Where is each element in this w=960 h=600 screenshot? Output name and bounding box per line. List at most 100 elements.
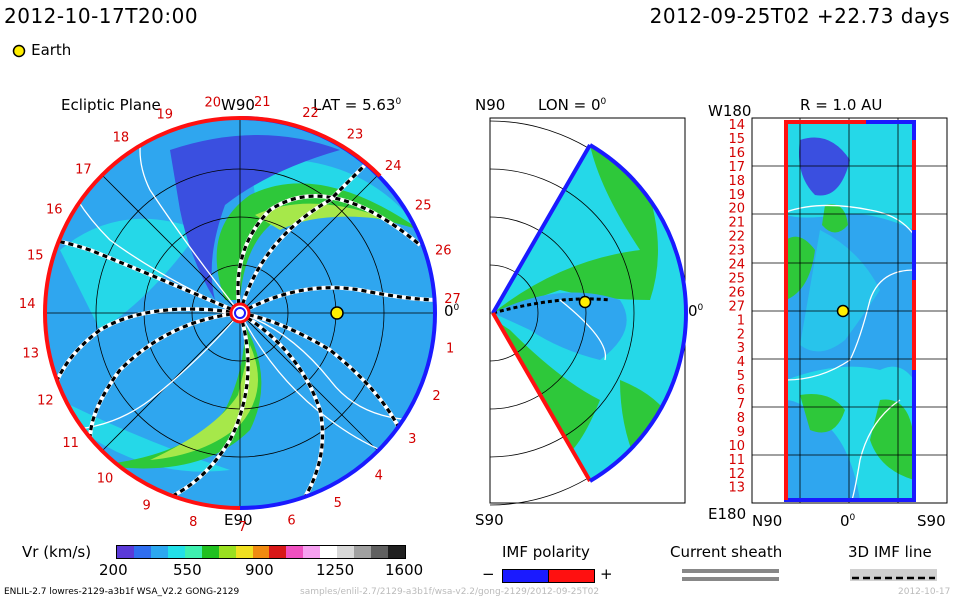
fast-wind-core [255,203,390,230]
carrington-label: 18 [113,130,130,145]
dashed-line-icon [852,576,935,580]
colorbar-segment [371,546,388,558]
meridional-zero-text: 0 [688,302,698,320]
lat-degree: 0 [395,97,402,107]
sphere-row-label: 12 [728,467,745,482]
cyan-region [60,218,200,330]
colorbar-segment [320,546,338,558]
carrington-label: 4 [375,469,383,484]
lon-degree: 0 [600,97,607,107]
sphere-row-label: 2 [737,327,745,342]
sphere-row-label: 14 [728,118,745,133]
colorbar-segment [337,546,355,558]
earth-marker-icon [12,44,26,57]
footer-run: ENLIL-2.7 lowres-2129-a3b1f WSA_V2.2 GON… [4,587,240,597]
carrington-label: 5 [334,496,342,511]
colorbar-label: Vr (km/s) [22,543,92,561]
sphere-row-label: 23 [728,244,745,259]
colorbar-tick-1600: 1600 [385,561,424,579]
earth-marker-ecliptic [330,306,344,320]
carrington-label: 10 [97,472,114,487]
wedge-edge-south [491,311,592,483]
polarity-ring-positive [239,115,382,178]
current-sheath-swatch [682,577,779,581]
ecliptic-zero-text: 0 [444,302,454,320]
carrington-label: 25 [415,198,432,213]
carrington-label: 17 [75,163,92,178]
sphere-row-label: 13 [728,481,745,496]
current-sheath-swatch [682,569,779,573]
imf-field-line [851,399,901,501]
sphere-r-label: R = 1.0 AU [800,96,883,114]
colorbar-segment [117,546,134,558]
colorbar-segment [235,546,253,558]
fast-wind-region [493,145,658,313]
carrington-label: 22 [302,106,319,121]
wedge-outer-edge [588,143,688,483]
fast-wind-region [800,394,845,433]
sphere-row-label: 7 [737,397,745,412]
sphere-row-label: 21 [728,216,745,231]
sphere-bottom-zero-label: 00 [840,512,855,530]
datetime-title: 2012-10-17T20:00 [4,4,199,28]
earth-marker-meridional [578,295,592,309]
footer-path: samples/enlil-2.7/2129-a3b1f/wsa-v2.2/go… [300,587,600,597]
carrington-label: 2 [432,389,440,404]
sphere-row-label: 8 [737,411,745,426]
carrington-label: 13 [22,346,39,361]
carrington-label: 11 [62,436,79,451]
lon-text: LON = 0 [538,96,601,114]
carrington-label: 7 [238,520,246,535]
lat-text: LAT = 5.63 [313,96,396,114]
wedge-edge-north [491,143,592,315]
sphere-row-label: 20 [728,202,745,217]
sphere-row-label: 9 [737,425,745,440]
sphere-row-label: 26 [728,285,745,300]
colorbar-segment [167,546,185,558]
carrington-label: 12 [37,394,54,409]
meridional-zero-label: 00 [688,302,703,320]
carrington-label: 15 [27,248,44,263]
imf-field-line [559,299,607,361]
footer-right: 2012-10-17 [898,587,951,597]
sphere-bottom-s-label: S90 [917,512,946,530]
carrington-label: 27 [444,292,461,307]
sphere-row-label: 1 [737,313,745,328]
sphere-row-label: 27 [728,299,745,314]
sphere-row-label: 16 [728,146,745,161]
sphere-row-label: 19 [728,188,745,203]
earth-marker-sphere [836,304,850,318]
polarity-ring-positive [43,116,241,510]
slow-wind-region [170,135,340,300]
sphere-zero-text: 0 [840,512,850,530]
sphere-row-label: 25 [728,271,745,286]
reference-time: 2012-09-25T02 +22.73 days [649,4,950,28]
meridional-lon-label: LON = 00 [538,96,606,114]
colorbar-segment [150,546,168,558]
carrington-label: 24 [385,159,402,174]
colorbar-tick-900: 900 [245,561,274,579]
imf3d-label: 3D IMF line [848,543,932,561]
colorbar-segment [286,546,304,558]
imf-polarity-label: IMF polarity [502,543,590,561]
imf-field-line [785,269,915,381]
fast-wind-region [822,204,848,233]
meridional-top-label: N90 [475,96,506,114]
imf3d-swatch [850,569,937,581]
colorbar-segment [201,546,219,558]
ecliptic-lat-label: LAT = 5.630 [313,96,401,114]
sphere-row-label: 17 [728,160,745,175]
ecliptic-zero-label: 00 [444,302,459,320]
sphere-bottom-n-label: N90 [752,512,783,530]
slow-wind-region [799,137,850,196]
imf-field-line [785,204,915,236]
carrington-label: 8 [189,515,197,530]
sphere-row-label: 6 [737,383,745,398]
colorbar-tick-550: 550 [173,561,202,579]
colorbar-segment [184,546,202,558]
ecliptic-top-label: W90 [221,96,255,114]
carrington-label: 6 [287,514,295,529]
